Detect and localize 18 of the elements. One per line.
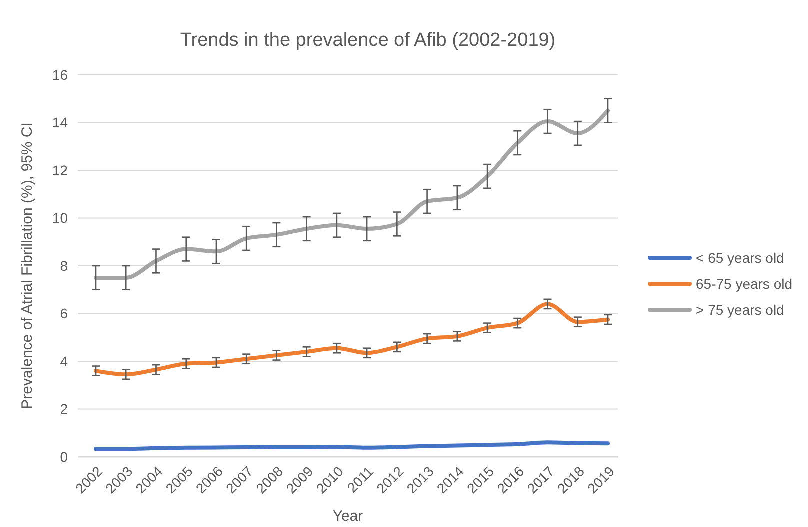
y-tick-label: 8 bbox=[60, 258, 68, 274]
line-series bbox=[94, 108, 610, 280]
y-tick-label: 0 bbox=[60, 448, 68, 465]
chart-title: Trends in the prevalence of Afib (2002-2019) bbox=[180, 30, 556, 51]
line-series bbox=[94, 302, 610, 377]
y-tick-label: 2 bbox=[60, 401, 68, 418]
y-tick-label: 16 bbox=[52, 66, 68, 83]
x-axis-title: Year bbox=[332, 508, 364, 525]
legend-label: > 75 years old bbox=[696, 302, 784, 318]
y-tick-label: 6 bbox=[60, 306, 68, 322]
legend-label: 65-75 years old bbox=[696, 276, 793, 292]
y-axis-title: Prevalence of Atrial Fibrillation (%), 95% CI bbox=[19, 122, 36, 410]
line-series bbox=[94, 440, 610, 452]
y-tick-label: 4 bbox=[60, 353, 68, 370]
y-tick-label: 12 bbox=[52, 162, 68, 178]
legend-label: < 65 years old bbox=[696, 250, 784, 266]
y-tick-label: 10 bbox=[52, 210, 68, 226]
y-tick-label: 14 bbox=[52, 114, 68, 131]
